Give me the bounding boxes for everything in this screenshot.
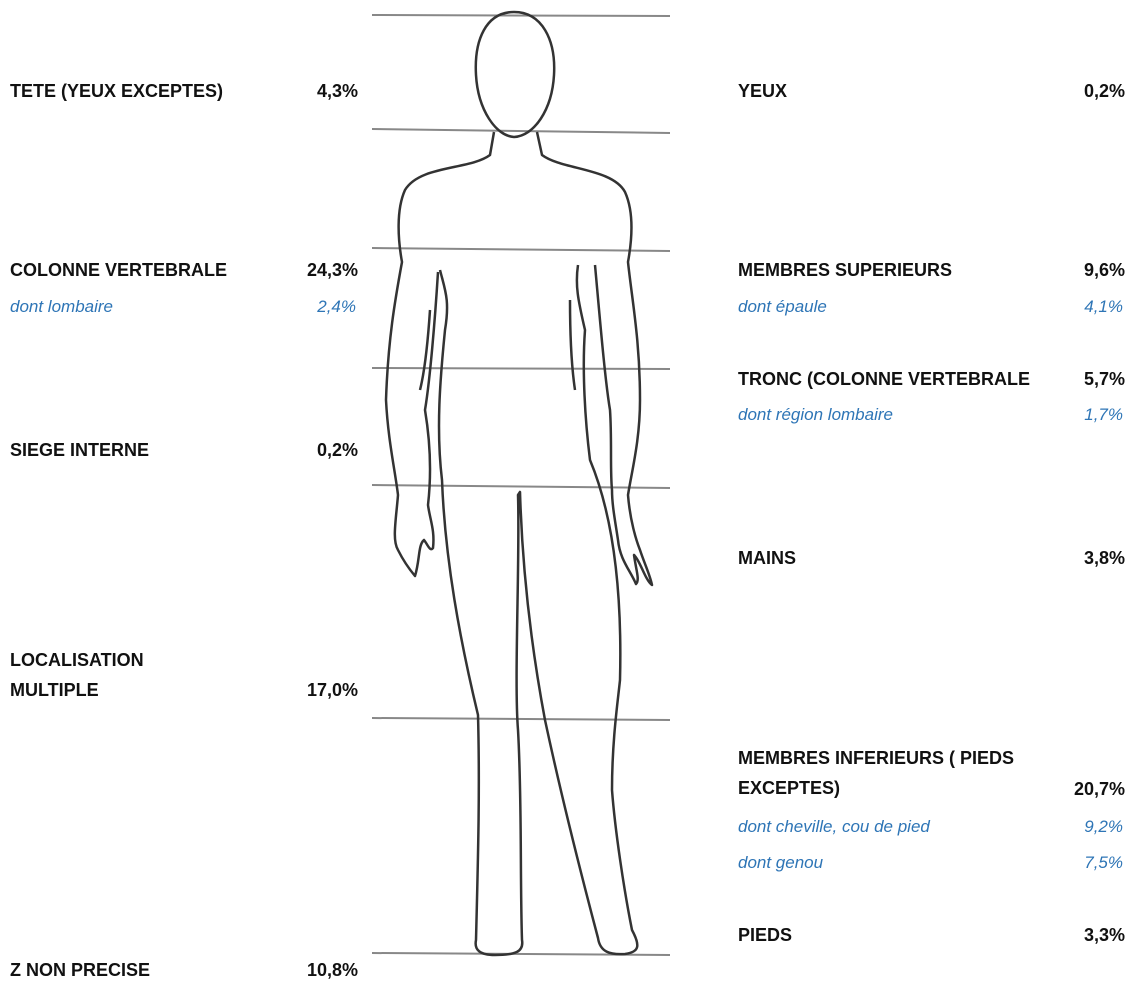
sub-label: dont genou: [738, 853, 824, 872]
level-line: [371, 717, 671, 721]
sub-label: dont cheville, cou de pied: [738, 817, 930, 836]
value: 4,3%: [316, 81, 358, 101]
label: SIEGE INTERNE: [10, 440, 150, 460]
value: 9,6%: [1083, 260, 1125, 280]
label: YEUX: [738, 81, 788, 101]
value: 17,0%: [306, 680, 358, 700]
label: TRONC (COLONNE VERTEBRALE: [738, 369, 1030, 389]
label: MEMBRES INFERIEURS ( PIEDS EXCEPTES): [738, 748, 1015, 798]
level-lines: [371, 14, 671, 956]
sub-value: 1,7%: [1084, 405, 1123, 424]
label: MEMBRES SUPERIEURS: [738, 260, 953, 280]
outline: [384, 10, 654, 957]
value: 5,7%: [1083, 369, 1125, 389]
left-side: [384, 131, 496, 578]
label: COLONNE VERTEBRALE: [10, 260, 228, 280]
label: TETE (YEUX EXCEPTES): [10, 81, 224, 101]
level-line: [371, 128, 671, 134]
value: 10,8%: [306, 960, 358, 980]
arm-line: [568, 299, 577, 391]
sub-label: dont région lombaire: [738, 405, 893, 424]
label: MAINS: [738, 548, 796, 568]
sub-value: 2,4%: [317, 297, 356, 316]
level-line: [371, 484, 671, 489]
level-line: [371, 247, 671, 252]
value: 0,2%: [1083, 81, 1125, 101]
value: 0,2%: [316, 440, 358, 460]
value: 3,8%: [1083, 548, 1125, 568]
torso-legs: [437, 264, 639, 957]
sub-label: dont lombaire: [10, 297, 114, 316]
label: LOCALISATION MULTIPLE: [10, 650, 144, 700]
value: 20,7%: [1073, 779, 1125, 799]
sub-value: 9,2%: [1084, 817, 1123, 836]
value: 24,3%: [306, 260, 358, 280]
sub-value: 7,5%: [1084, 853, 1123, 872]
label: Z NON PRECISE: [10, 960, 151, 980]
arm-line: [418, 309, 432, 391]
head: [474, 10, 556, 139]
level-line: [371, 367, 671, 370]
value: 3,3%: [1083, 925, 1125, 945]
sub-value: 4,1%: [1084, 297, 1123, 316]
right-side: [535, 131, 654, 587]
level-line: [371, 14, 671, 17]
sub-label: dont épaule: [738, 297, 827, 316]
label: PIEDS: [738, 925, 793, 945]
